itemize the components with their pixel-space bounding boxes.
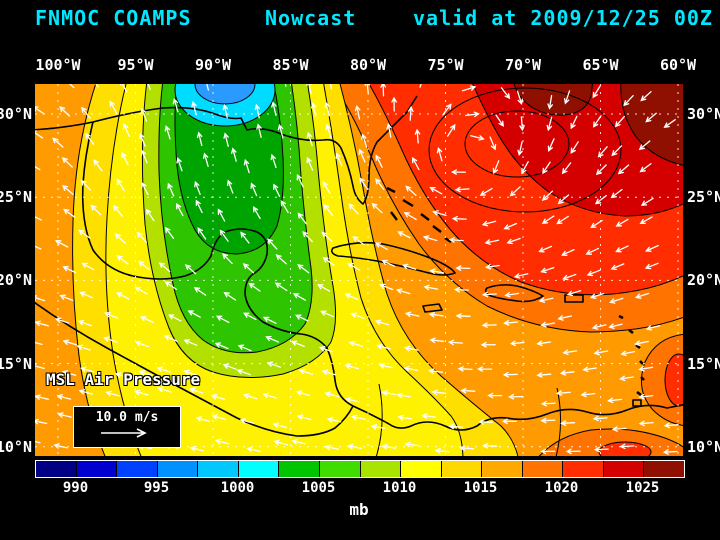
- latitude-axis-left: 30°N 25°N 20°N 15°N 10°N: [0, 84, 33, 456]
- lat-tick: 15°N: [687, 355, 720, 373]
- colorbar-tick: 1020: [544, 480, 579, 496]
- colorbar-tick: 1010: [382, 480, 417, 496]
- colorbar-segment: [318, 461, 360, 477]
- lat-tick: 30°N: [0, 105, 32, 123]
- lon-tick: 100°W: [35, 56, 81, 74]
- colorbar-tick: 1015: [463, 480, 498, 496]
- coastlines: [30, 95, 688, 437]
- colorbar-tick: 1025: [625, 480, 660, 496]
- lat-tick: 25°N: [0, 188, 32, 206]
- colorbar-segment: [562, 461, 603, 477]
- colorbar-segment: [481, 461, 522, 477]
- colorbar-segment: [36, 461, 76, 477]
- lat-tick: 10°N: [687, 438, 720, 456]
- latitude-axis-right: 30°N 25°N 20°N 15°N 10°N: [686, 84, 720, 456]
- pressure-map: MSL Air Pressure: [25, 53, 694, 463]
- colorbar-unit-label: mb: [349, 500, 369, 519]
- lat-tick: 20°N: [687, 271, 720, 289]
- field-name-label: MSL Air Pressure: [46, 370, 201, 389]
- colorbar-segment: [116, 461, 157, 477]
- lon-tick: 70°W: [504, 56, 542, 74]
- colorbar-tick: 995: [143, 480, 170, 496]
- valid-time: valid at 2009/12/25 00Z: [413, 6, 713, 30]
- colorbar-segment: [643, 461, 684, 477]
- colorbar-tick: 990: [62, 480, 89, 496]
- colorbar-segment: [237, 461, 279, 477]
- lon-tick: 95°W: [117, 56, 154, 74]
- colorbar-segment: [156, 461, 198, 477]
- wind-speed-legend: 10.0 m/s: [73, 406, 181, 448]
- model-name: FNMOC COAMPS: [35, 6, 192, 30]
- colorbar-tick: 1005: [301, 480, 336, 496]
- lat-tick: 20°N: [0, 271, 32, 289]
- colorbar-ticks: 990 995 1000 1005 1010 1015 1020 1025: [35, 480, 683, 498]
- colorbar-segment: [400, 461, 441, 477]
- colorbar-segment: [602, 461, 644, 477]
- lon-tick: 65°W: [582, 56, 619, 74]
- lon-tick: 75°W: [427, 56, 464, 74]
- colorbar: [35, 460, 685, 478]
- lat-tick: 15°N: [0, 355, 32, 373]
- lat-tick: 25°N: [687, 188, 720, 206]
- colorbar-segment: [197, 461, 238, 477]
- lon-tick: 90°W: [194, 56, 232, 74]
- reference-wind-arrow-icon: [101, 428, 147, 438]
- product-name: Nowcast: [265, 6, 357, 30]
- lon-tick: 60°W: [659, 56, 697, 74]
- colorbar-segment: [75, 461, 117, 477]
- lon-tick: 85°W: [272, 56, 309, 74]
- reference-speed-label: 10.0 m/s: [95, 410, 159, 425]
- lat-tick: 10°N: [0, 438, 32, 456]
- lat-tick: 30°N: [687, 105, 720, 123]
- colorbar-segment: [278, 461, 319, 477]
- colorbar-segment: [359, 461, 401, 477]
- colorbar-segment: [440, 461, 482, 477]
- title-bar: FNMOC COAMPS Nowcast valid at 2009/12/25…: [0, 6, 720, 30]
- wind-vectors: [25, 72, 679, 455]
- pressure-field-plot: [25, 53, 694, 463]
- colorbar-tick: 1000: [220, 480, 255, 496]
- isobar-lines: [374, 87, 622, 462]
- lon-tick: 80°W: [349, 56, 387, 74]
- colorbar-segment: [521, 461, 563, 477]
- longitude-axis: 100°W 95°W 90°W 85°W 80°W 75°W 70°W 65°W…: [35, 56, 696, 74]
